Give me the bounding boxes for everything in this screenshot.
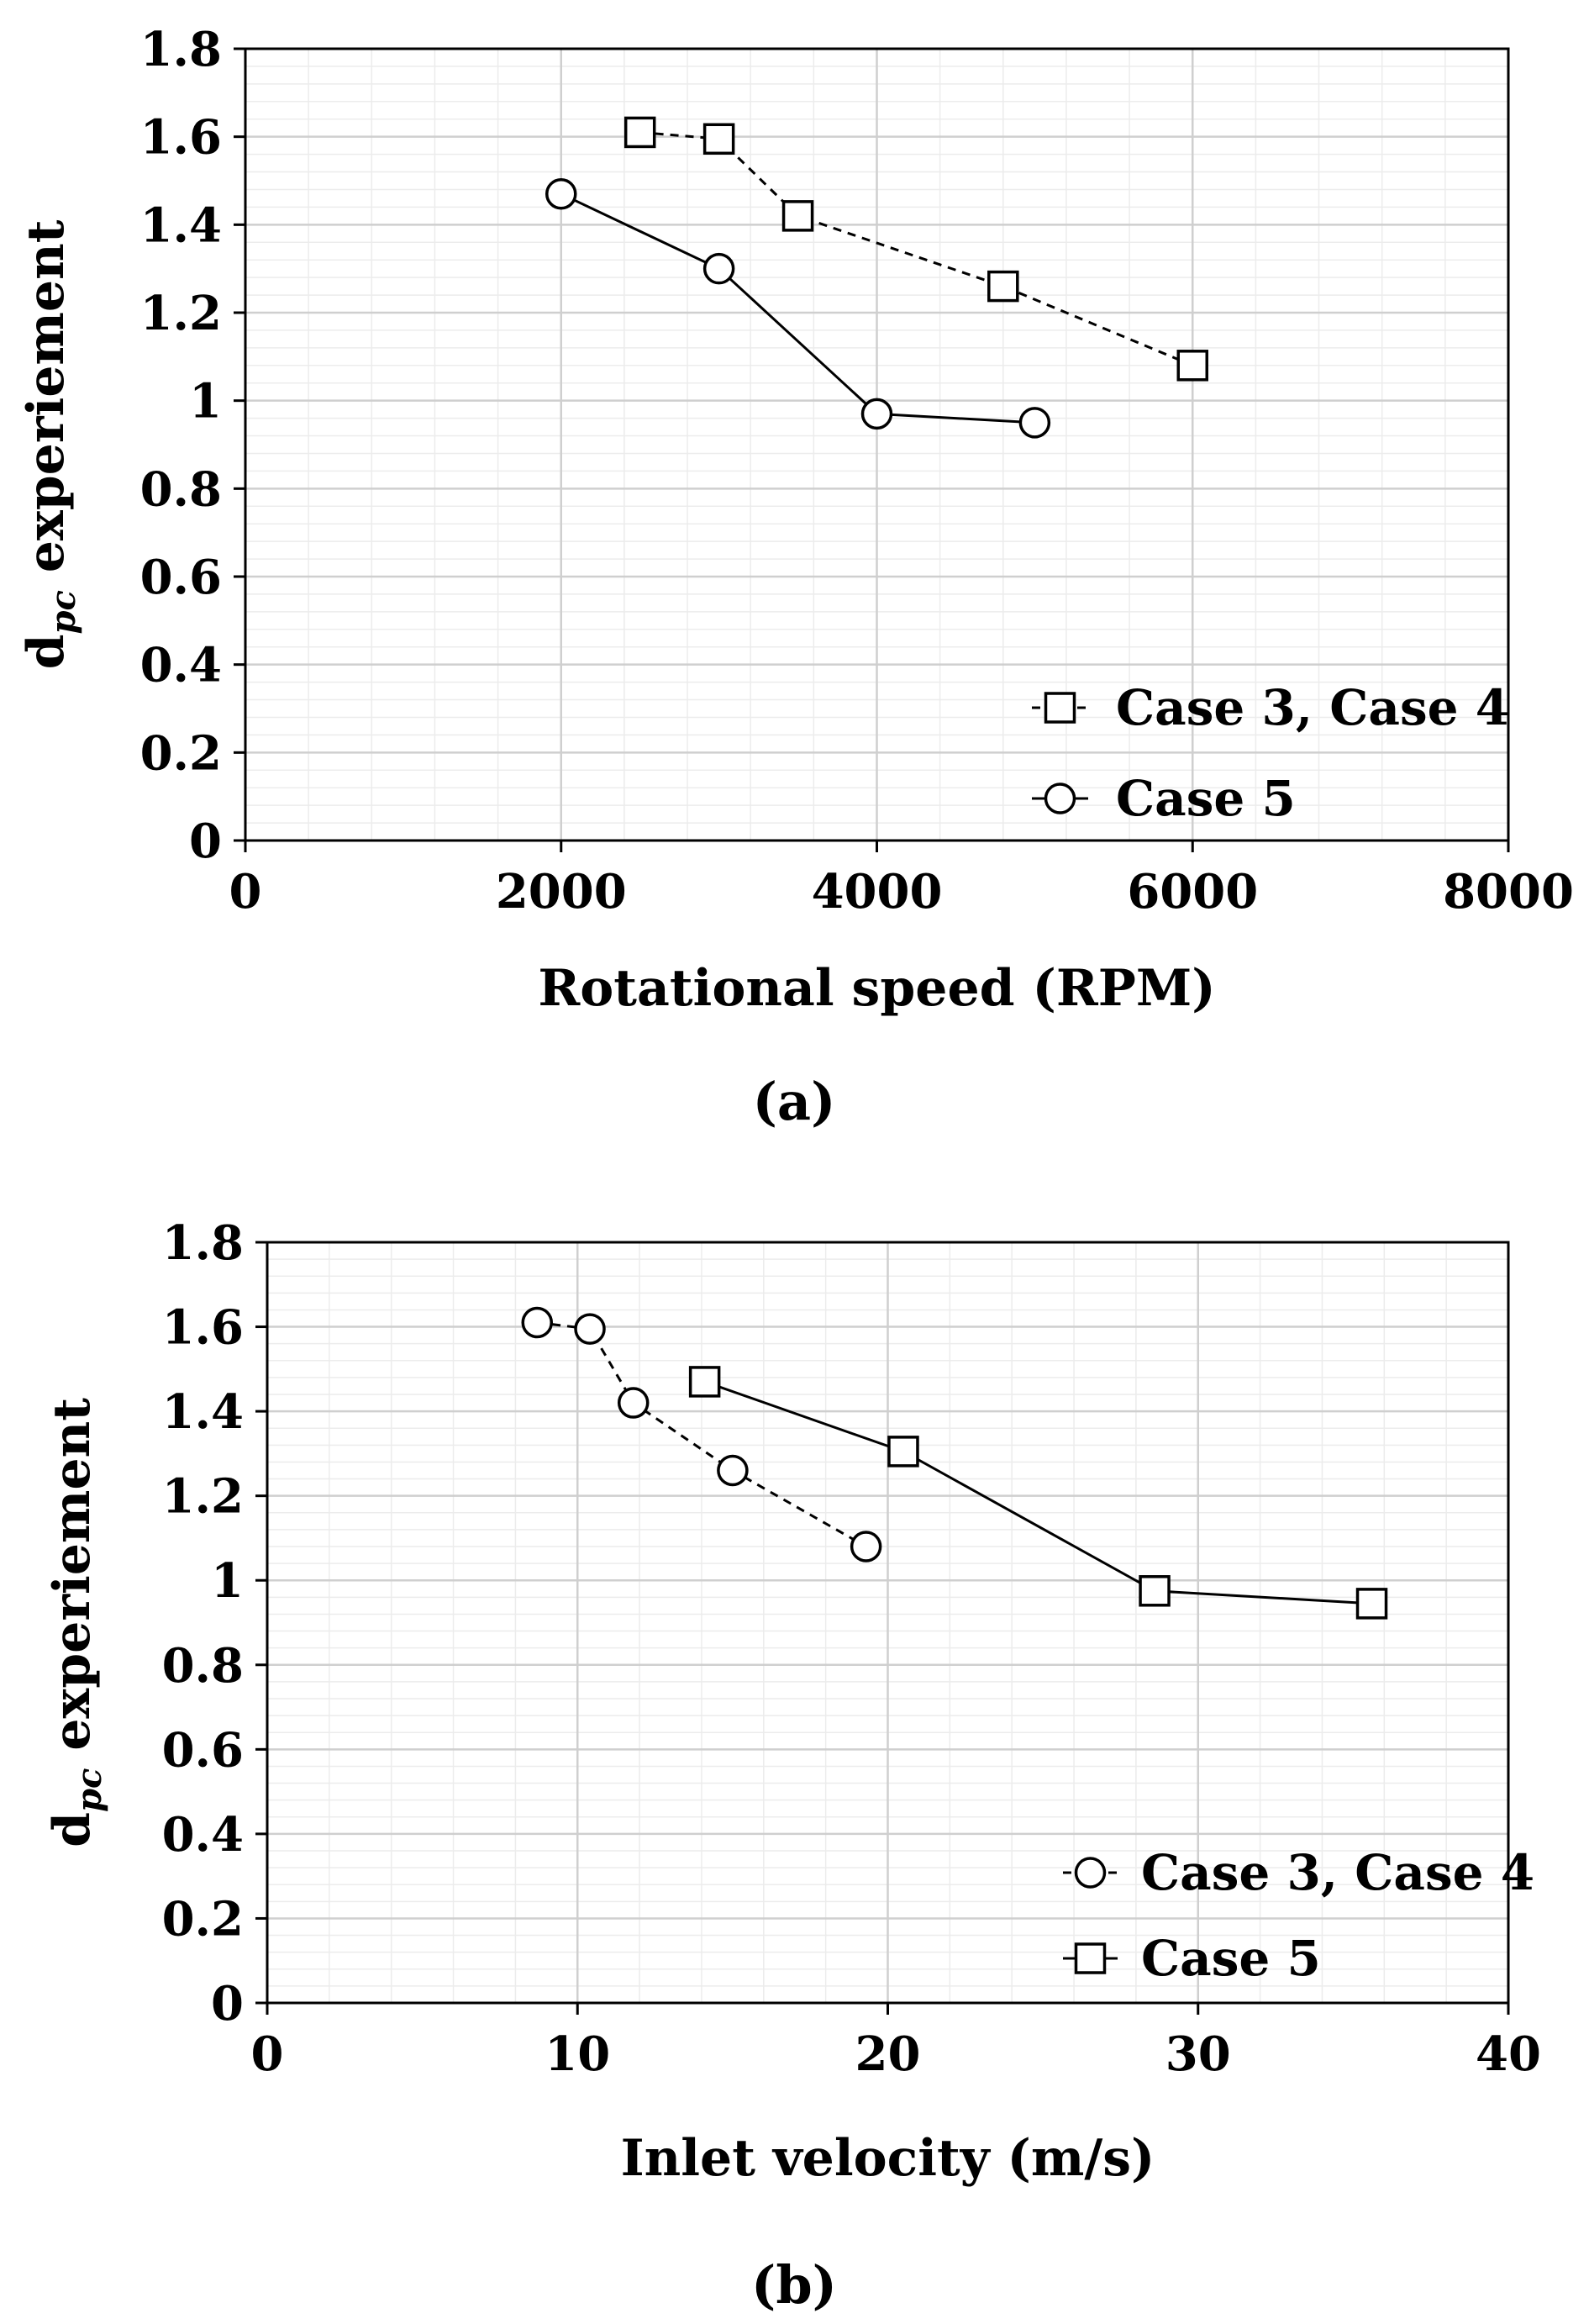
data-point-2 <box>1139 1575 1171 1607</box>
y-tick-label: 1.2 <box>140 286 222 341</box>
y-tick-label: 0.6 <box>140 550 222 605</box>
legend-label-1: Case 3, Case 4 <box>1141 1844 1534 1901</box>
y-tick-label: 0.8 <box>140 461 222 517</box>
x-axis-label: Rotational speed (RPM) <box>538 959 1215 1018</box>
legend-label-2: Case 5 <box>1116 770 1296 827</box>
chart-a: 0 2000 4000 6000 8000 0 0.2 0.4 0.6 0.8 1 1.2 1.4 1.6… <box>17 22 1574 1132</box>
panel-label: (a) <box>753 1071 836 1132</box>
data-point-1 <box>702 123 735 155</box>
y-tick-label: 0.6 <box>162 1722 244 1778</box>
y-tick-label: 1.6 <box>140 110 222 166</box>
y-tick-label: 1.8 <box>162 1215 244 1271</box>
legend-marker-1 <box>1074 1857 1107 1889</box>
y-tick-label: 1.4 <box>140 198 222 253</box>
y-tick-label: 1.2 <box>162 1469 244 1525</box>
data-point-2 <box>887 1436 919 1468</box>
x-tick-label: 6000 <box>1127 864 1258 920</box>
y-tick-label: 0 <box>211 1976 244 2032</box>
x-tick-label: 8000 <box>1443 864 1574 920</box>
y-tick-label: 1.6 <box>162 1300 244 1356</box>
legend-label-2: Case 5 <box>1141 1930 1321 1987</box>
legend-label-1: Case 3, Case 4 <box>1116 679 1509 736</box>
y-tick-label: 0.4 <box>162 1807 244 1863</box>
data-point-1 <box>617 1387 650 1419</box>
y-tick-label: 1.8 <box>140 22 222 77</box>
legend-marker-1 <box>1044 692 1076 724</box>
data-point-2 <box>688 1366 721 1398</box>
data-point-2 <box>1018 407 1051 439</box>
data-point-2 <box>702 252 735 285</box>
legend-marker-2 <box>1044 783 1076 814</box>
x-tick-label: 20 <box>855 2026 921 2082</box>
data-point-1 <box>574 1313 606 1345</box>
y-tick-label: 0.2 <box>162 1891 244 1947</box>
data-point-1 <box>781 200 814 232</box>
x-tick-label: 40 <box>1476 2026 1541 2082</box>
y-axis-label: dpc experiement <box>43 1398 109 1847</box>
series-line-2 <box>704 1380 1372 1605</box>
data-point-1 <box>1176 350 1208 382</box>
legend-marker-2 <box>1074 1942 1107 1974</box>
y-tick-label: 1.4 <box>162 1384 244 1440</box>
y-tick-label: 0.2 <box>140 725 222 781</box>
x-tick-label: 30 <box>1165 2026 1231 2082</box>
series-line-2 <box>560 192 1035 424</box>
x-tick-label: 0 <box>251 2026 284 2082</box>
data-point-1 <box>717 1454 749 1487</box>
y-tick-label: 1 <box>211 1553 244 1609</box>
y-tick-label: 0.8 <box>162 1638 244 1694</box>
y-tick-label: 0 <box>189 814 222 869</box>
x-tick-label: 0 <box>229 864 262 920</box>
y-tick-label: 1 <box>189 374 222 429</box>
panel-label: (b) <box>751 2254 837 2316</box>
data-point-1 <box>987 270 1019 303</box>
data-point-2 <box>545 177 577 210</box>
chart-b: 0 10 20 30 40 0 0.2 0.4 0.6 0.8 1 1.2 1.4 1.6 1.8 Inlet… <box>43 1215 1541 2316</box>
data-point-1 <box>850 1531 882 1563</box>
x-tick-label: 2000 <box>496 864 627 920</box>
data-point-2 <box>1355 1588 1388 1620</box>
x-tick-label: 4000 <box>812 864 943 920</box>
y-axis-label: dpc experiement <box>17 219 83 669</box>
data-point-2 <box>860 398 893 430</box>
y-tick-label: 0.4 <box>140 638 222 693</box>
x-axis-label: Inlet velocity (m/s) <box>621 2129 1155 2188</box>
x-tick-label: 10 <box>545 2026 610 2082</box>
data-point-1 <box>521 1306 553 1339</box>
data-point-1 <box>623 116 656 149</box>
